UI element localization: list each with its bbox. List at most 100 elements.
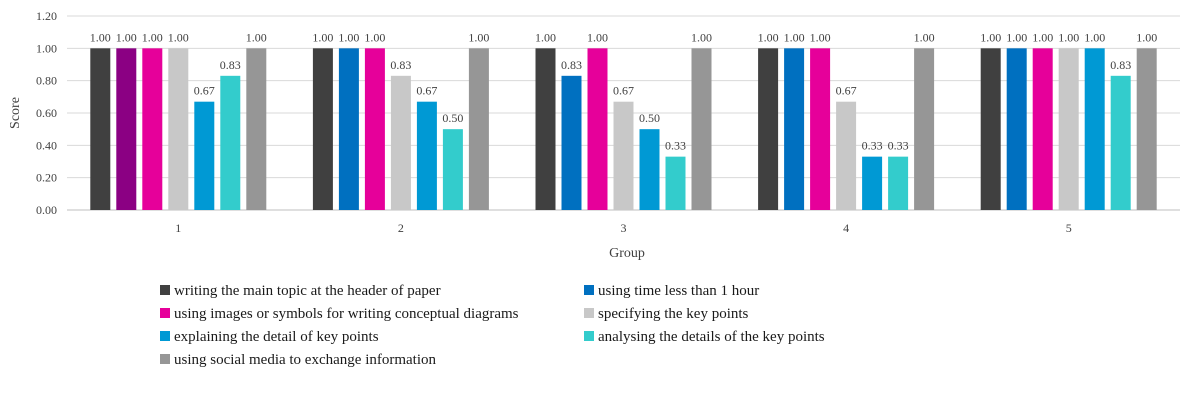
bar (888, 156, 909, 210)
data-label: 1.00 (980, 30, 1001, 44)
bar (980, 48, 1001, 211)
data-label: 1.00 (914, 30, 935, 44)
data-label: 1.00 (338, 30, 359, 44)
bar (312, 48, 333, 211)
data-label: 1.00 (758, 30, 779, 44)
bar (691, 48, 712, 211)
bar (639, 129, 660, 210)
legend-label: specifying the key points (598, 306, 749, 322)
legend-item: explaining the detail of key points (160, 328, 379, 346)
x-tick-label: 3 (621, 221, 627, 235)
y-tick-label: 0.60 (36, 106, 57, 120)
data-label: 1.00 (246, 30, 267, 44)
x-tick-label: 1 (175, 221, 181, 235)
data-label: 1.00 (142, 30, 163, 44)
data-label: 0.33 (888, 139, 909, 153)
legend-label: using images or symbols for writing conc… (174, 306, 519, 322)
bar (914, 48, 935, 211)
legend-label: explaining the detail of key points (174, 329, 379, 345)
data-label: 0.33 (665, 139, 686, 153)
x-axis-ticks: 1 2 3 4 5 (175, 221, 1071, 235)
y-tick-label: 0.00 (36, 203, 57, 217)
y-tick-label: 1.20 (36, 9, 57, 23)
bar (142, 48, 163, 211)
data-label: 0.83 (390, 58, 411, 72)
data-label: 1.00 (90, 30, 111, 44)
legend-swatch (160, 331, 170, 341)
data-label: 1.00 (1136, 30, 1157, 44)
data-label: 1.00 (587, 30, 608, 44)
bar (1084, 48, 1105, 211)
legend-item: analysing the details of the key points (584, 328, 825, 346)
data-label: 1.00 (116, 30, 137, 44)
data-label: 1.00 (810, 30, 831, 44)
bar (784, 48, 805, 211)
bar (587, 48, 608, 211)
data-label: 1.00 (535, 30, 556, 44)
legend-swatch (160, 354, 170, 364)
y-tick-label: 1.00 (36, 41, 57, 55)
bar (836, 101, 857, 210)
x-tick-label: 5 (1066, 221, 1072, 235)
data-label: 1.00 (784, 30, 805, 44)
bar (168, 48, 189, 211)
data-label: 0.50 (442, 111, 463, 125)
bar (1058, 48, 1079, 211)
data-label: 0.67 (194, 84, 215, 98)
bar-chart: 0.000.200.400.600.801.001.20 1.00 1.00 1.0… (8, 9, 1180, 261)
bar (1136, 48, 1157, 211)
bar (665, 156, 686, 210)
data-label: 0.67 (613, 84, 634, 98)
data-label: 1.00 (468, 30, 489, 44)
data-label: 1.00 (1084, 30, 1105, 44)
bar (116, 48, 137, 211)
bar (246, 48, 267, 211)
data-label: 0.67 (836, 84, 857, 98)
bar (758, 48, 779, 211)
bar (862, 156, 883, 210)
bar (468, 48, 489, 211)
bar (90, 48, 111, 211)
bar (338, 48, 359, 211)
legend-item: using social media to exchange informati… (160, 351, 436, 369)
data-label: 0.50 (639, 111, 660, 125)
bar (220, 75, 241, 210)
data-label: 1.00 (312, 30, 333, 44)
legend-item: writing the main topic at the header of … (160, 282, 441, 300)
y-axis-ticks: 0.00 0.20 0.40 0.60 0.80 1.00 1.20 (36, 9, 57, 217)
y-tick-label: 0.20 (36, 171, 57, 185)
legend-swatch (160, 285, 170, 295)
legend-label: analysing the details of the key points (598, 329, 825, 345)
data-label: 1.00 (168, 30, 189, 44)
legend-swatch (584, 331, 594, 341)
x-tick-label: 2 (398, 221, 404, 235)
data-label: 0.33 (862, 139, 883, 153)
data-label: 1.00 (364, 30, 385, 44)
bar (194, 101, 215, 210)
legend-label: using time less than 1 hour (598, 283, 760, 299)
bar (416, 101, 437, 210)
data-label: 1.00 (691, 30, 712, 44)
legend-item: using time less than 1 hour (584, 282, 759, 300)
bar (390, 75, 411, 210)
bar (1032, 48, 1053, 211)
legend-item: using images or symbols for writing conc… (160, 305, 519, 323)
bar (364, 48, 385, 211)
legend-swatch (584, 308, 594, 318)
data-labels: 1.00 1.00 1.00 1.00 0.67 0.83 1.00 1.00 1.00 1.00… (90, 30, 1157, 152)
legend-label: using social media to exchange informati… (174, 352, 437, 368)
bar (1110, 75, 1131, 210)
bar (810, 48, 831, 211)
y-tick-label: 0.40 (36, 138, 57, 152)
legend-item: specifying the key points (584, 305, 748, 323)
data-label: 0.83 (561, 58, 582, 72)
data-label: 0.83 (220, 58, 241, 72)
bar-series (90, 48, 1157, 211)
legend-label: writing the main topic at the header of … (174, 283, 441, 299)
bar (561, 75, 582, 210)
bar (1006, 48, 1027, 211)
legend-swatch (584, 285, 594, 295)
y-tick-label: 0.80 (36, 74, 57, 88)
bar (442, 129, 463, 210)
data-label: 1.00 (1058, 30, 1079, 44)
